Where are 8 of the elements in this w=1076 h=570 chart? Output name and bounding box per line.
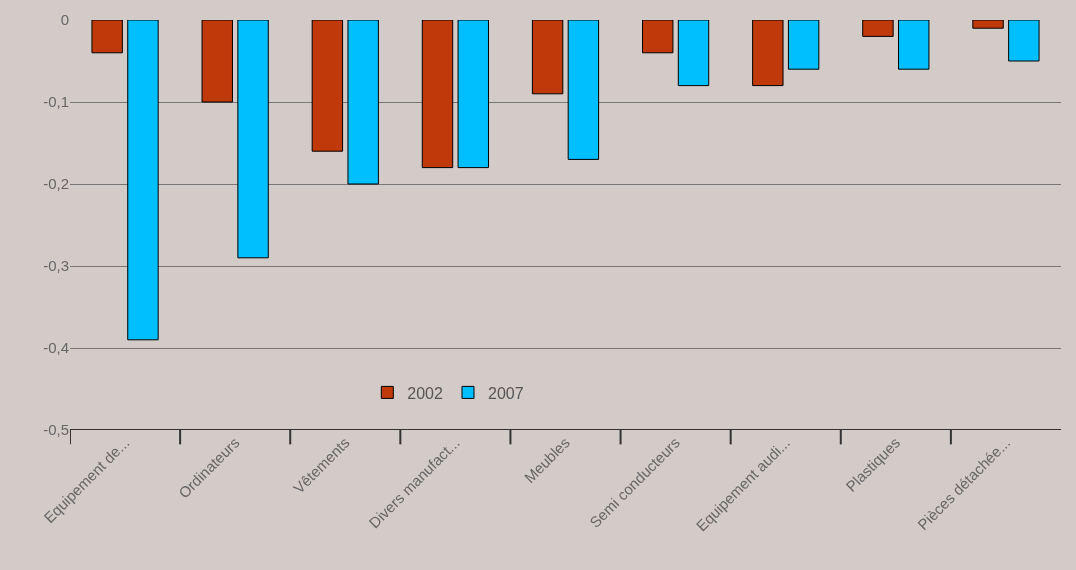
legend-label: 2007	[488, 384, 524, 402]
y-tick-label: -0,1	[43, 93, 69, 111]
y-tick-label: -0,5	[43, 421, 69, 439]
y-tick-label: 0	[60, 11, 69, 29]
y-tick-label: -0,3	[43, 257, 69, 275]
y-tick-label: -0,4	[43, 339, 69, 357]
y-tick-label: -0,2	[43, 175, 69, 193]
legend-label: 2002	[407, 384, 443, 402]
